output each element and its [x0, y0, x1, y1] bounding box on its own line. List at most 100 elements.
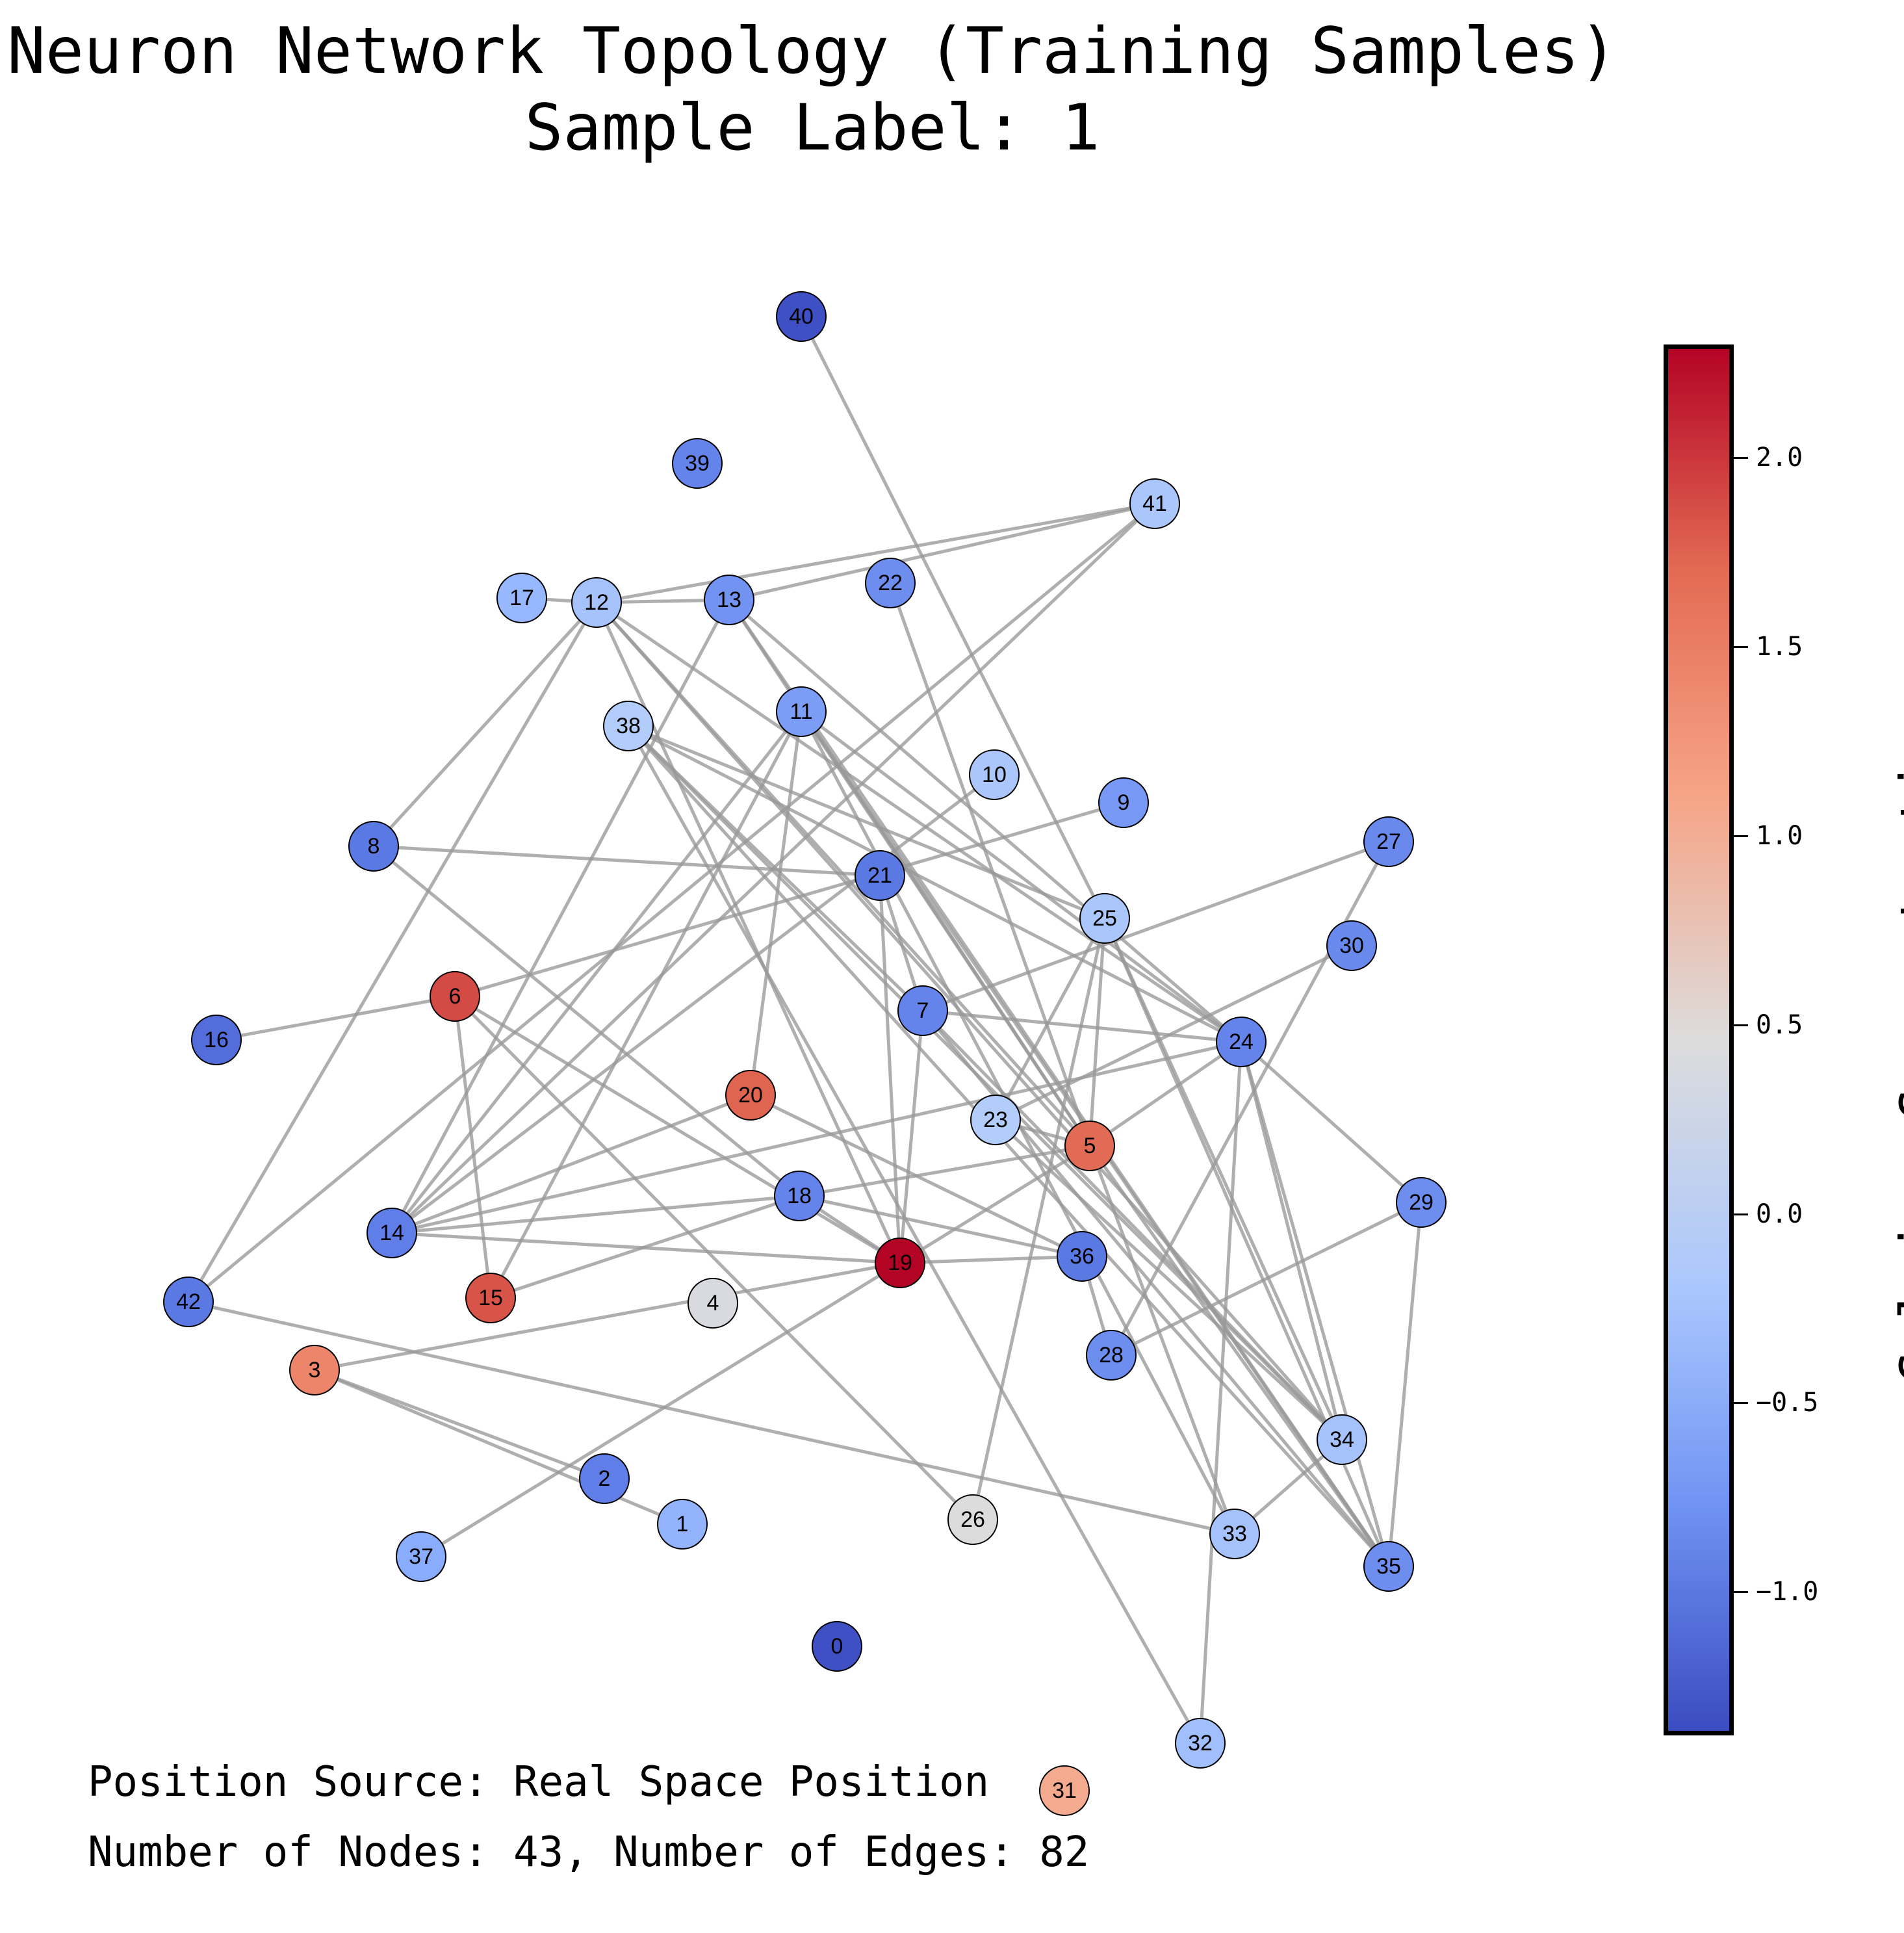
edge-25-5 — [1088, 918, 1107, 1147]
edge-21-19 — [878, 875, 902, 1264]
edge-18-14 — [391, 1194, 800, 1235]
colorbar-tick-label: −0.5 — [1756, 1388, 1819, 1418]
node-label: 2 — [598, 1466, 611, 1491]
node-circle — [1363, 1541, 1414, 1592]
node-label: 17 — [509, 586, 534, 610]
node-label: 12 — [584, 590, 609, 615]
node-16: 16 — [191, 1015, 242, 1065]
edge-6-19 — [454, 994, 901, 1265]
edge-20-14 — [391, 1093, 751, 1235]
node-label: 21 — [868, 863, 892, 888]
edge-6-16 — [216, 994, 456, 1042]
node-label: 31 — [1052, 1778, 1077, 1803]
edge-13-14 — [390, 599, 731, 1234]
node-label: 11 — [790, 699, 812, 724]
node-9: 9 — [1098, 777, 1149, 828]
edge-24-32 — [1198, 1041, 1243, 1744]
node-circle — [191, 1015, 242, 1065]
edge-10-14 — [391, 773, 996, 1234]
node-23: 23 — [970, 1095, 1021, 1145]
node-18: 18 — [774, 1171, 825, 1221]
colorbar-tick-label: 1.0 — [1756, 820, 1803, 851]
node-circle — [725, 1070, 776, 1121]
node-label: 33 — [1222, 1522, 1247, 1546]
node-label: 16 — [204, 1028, 229, 1052]
colorbar-gradient — [1664, 344, 1734, 1735]
node-circle — [603, 701, 654, 751]
node-label: 36 — [1070, 1244, 1094, 1269]
node-circle — [1086, 1330, 1137, 1381]
edge-23-34 — [994, 1119, 1343, 1441]
node-42: 42 — [163, 1277, 214, 1327]
edge-38-24 — [627, 724, 1242, 1044]
edge-40-25 — [799, 315, 1107, 920]
edge-9-6 — [454, 801, 1124, 998]
colorbar-tick-label: 1.5 — [1756, 632, 1803, 662]
node-label: 29 — [1409, 1190, 1434, 1215]
node-circle — [367, 1208, 417, 1258]
colorbar-tick-mark — [1734, 1213, 1748, 1215]
edge-41-42 — [187, 502, 1156, 1303]
edge-19-37 — [420, 1261, 901, 1559]
node-label: 23 — [983, 1108, 1008, 1132]
edge-layer — [187, 315, 1423, 1745]
node-40: 40 — [776, 291, 827, 342]
node-label: 3 — [309, 1358, 321, 1382]
node-circle — [855, 850, 905, 901]
edge-7-24 — [922, 1009, 1242, 1044]
node-circle — [970, 1095, 1021, 1145]
node-label: 32 — [1188, 1731, 1213, 1756]
edge-12-24 — [595, 601, 1242, 1044]
node-label: 26 — [960, 1507, 985, 1532]
node-label: 1 — [676, 1512, 689, 1537]
node-label: 19 — [888, 1251, 912, 1275]
edge-3-1 — [314, 1368, 683, 1526]
node-label: 42 — [176, 1290, 201, 1314]
node-6: 6 — [430, 971, 480, 1022]
node-17: 17 — [496, 573, 547, 623]
node-2: 2 — [579, 1453, 630, 1504]
node-3: 3 — [289, 1345, 340, 1395]
node-circle — [969, 749, 1020, 800]
node-10: 10 — [969, 749, 1020, 800]
node-38: 38 — [603, 701, 654, 751]
node-circle — [657, 1499, 708, 1550]
node-label: 18 — [787, 1184, 812, 1208]
node-circle — [1396, 1177, 1447, 1228]
node-13: 13 — [704, 575, 754, 625]
edge-12-19 — [595, 601, 902, 1264]
edge-12-41 — [596, 502, 1155, 604]
position-source-text: Position Source: Real Space Position — [88, 1758, 990, 1806]
colorbar-tick-label: 0.0 — [1756, 1199, 1803, 1229]
edge-13-24 — [728, 599, 1242, 1043]
node-34: 34 — [1317, 1414, 1367, 1465]
node-circle — [1039, 1765, 1090, 1816]
node-circle — [947, 1494, 998, 1545]
node-circle — [1317, 1414, 1367, 1465]
colorbar-tick-mark — [1734, 835, 1748, 837]
node-label: 41 — [1142, 491, 1167, 516]
node-5: 5 — [1064, 1121, 1115, 1171]
node-circle — [1098, 777, 1149, 828]
node-26: 26 — [947, 1494, 998, 1545]
edge-12-8 — [372, 601, 598, 848]
node-32: 32 — [1175, 1718, 1226, 1769]
edge-11-14 — [391, 710, 803, 1234]
edge-38-32 — [626, 725, 1202, 1745]
colorbar-tick-mark — [1734, 1024, 1748, 1026]
edge-8-21 — [373, 844, 881, 877]
node-circle — [774, 1171, 825, 1221]
edge-13-41 — [728, 502, 1155, 602]
node-circle — [496, 573, 547, 623]
node-27: 27 — [1363, 816, 1414, 867]
node-24: 24 — [1216, 1017, 1267, 1067]
node-label: 14 — [380, 1221, 404, 1245]
edge-5-35 — [1088, 1145, 1391, 1568]
node-circle — [289, 1345, 340, 1395]
node-39: 39 — [672, 438, 723, 489]
edge-11-5 — [799, 710, 1092, 1147]
node-label: 20 — [738, 1083, 763, 1108]
node-28: 28 — [1086, 1330, 1137, 1381]
node-circle — [875, 1238, 925, 1288]
